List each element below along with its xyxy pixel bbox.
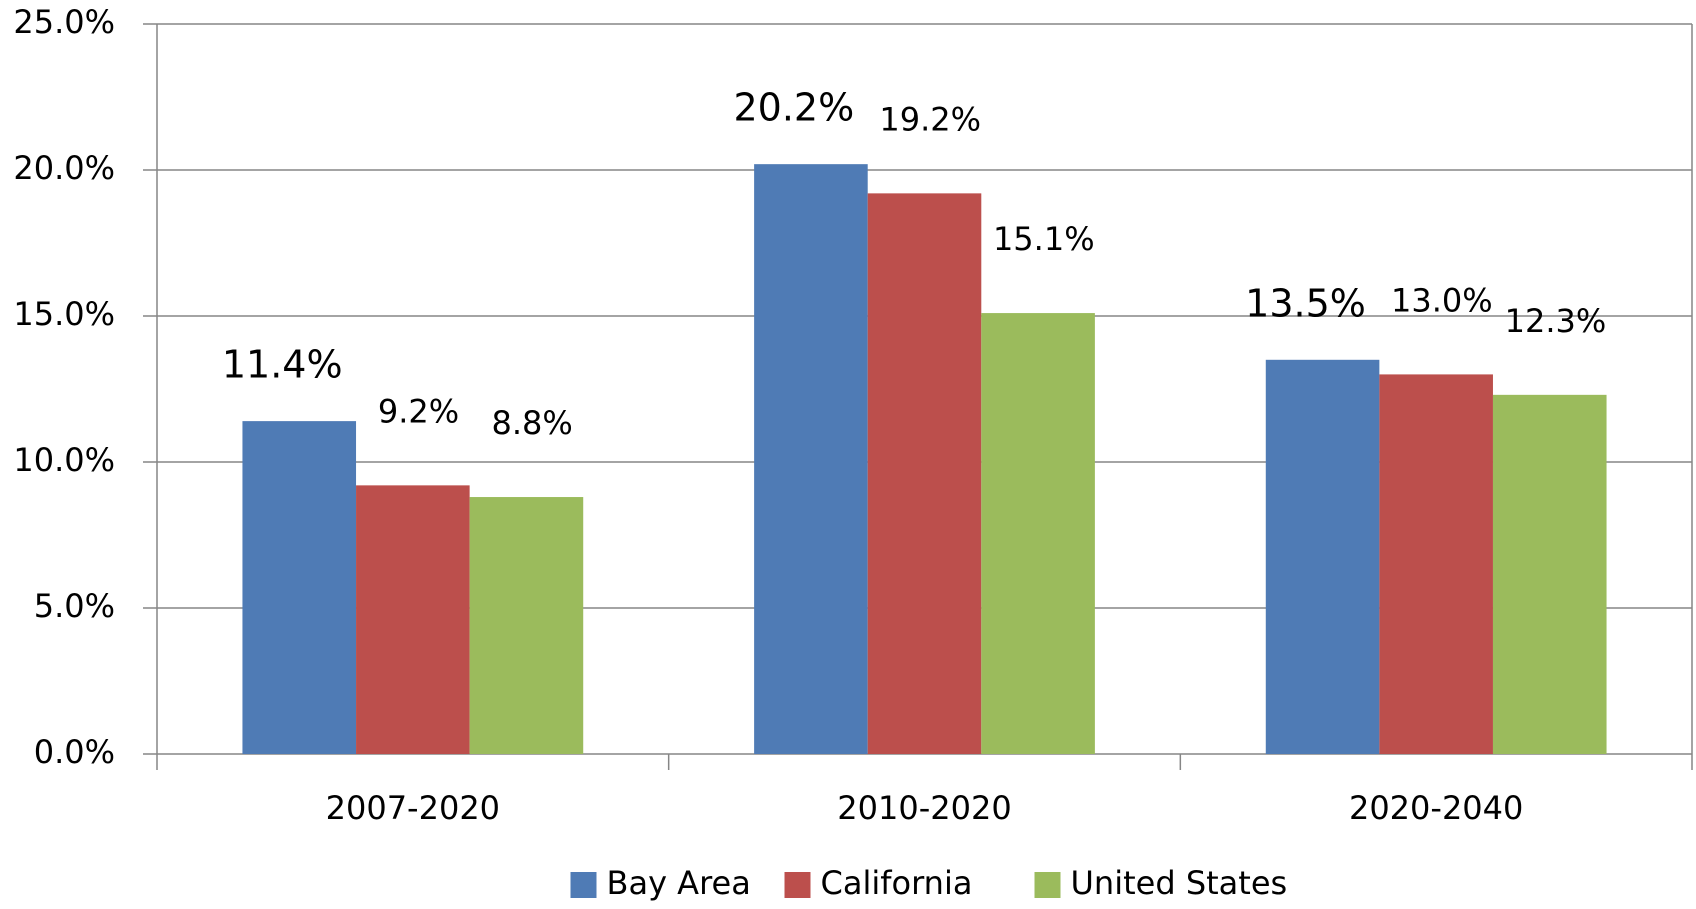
value-label: 12.3% [1505, 302, 1607, 340]
y-tick-label: 25.0% [13, 3, 115, 41]
value-label: 19.2% [879, 100, 981, 138]
value-label: 11.4% [222, 343, 343, 387]
bar [1265, 359, 1380, 754]
value-label: 8.8% [491, 404, 572, 442]
bar [1379, 374, 1493, 754]
legend-label: California [821, 864, 973, 902]
x-tick-label: 2020-2040 [1349, 789, 1523, 827]
legend-label: Bay Area [607, 864, 751, 902]
x-tick-label: 2010-2020 [837, 789, 1011, 827]
bar [981, 313, 1095, 754]
value-label: 15.1% [993, 220, 1095, 258]
bar [1492, 394, 1607, 754]
value-label: 13.5% [1245, 281, 1366, 325]
y-tick-label: 20.0% [13, 149, 115, 187]
y-tick-label: 15.0% [13, 295, 115, 333]
x-tick-label: 2007-2020 [326, 789, 500, 827]
y-tick-label: 10.0% [13, 441, 115, 479]
y-tick-label: 0.0% [34, 733, 115, 771]
y-tick-label: 5.0% [34, 587, 115, 625]
bar [867, 193, 982, 755]
value-label: 13.0% [1391, 281, 1493, 319]
legend-swatch [570, 872, 597, 898]
bar [754, 164, 868, 754]
bar [356, 485, 470, 754]
bar [469, 497, 584, 754]
bar [242, 421, 357, 754]
legend-label: United States [1071, 864, 1288, 902]
legend-swatch [784, 872, 811, 898]
legend-swatch [1034, 872, 1061, 898]
value-label: 9.2% [378, 392, 459, 430]
value-label: 20.2% [734, 86, 855, 130]
